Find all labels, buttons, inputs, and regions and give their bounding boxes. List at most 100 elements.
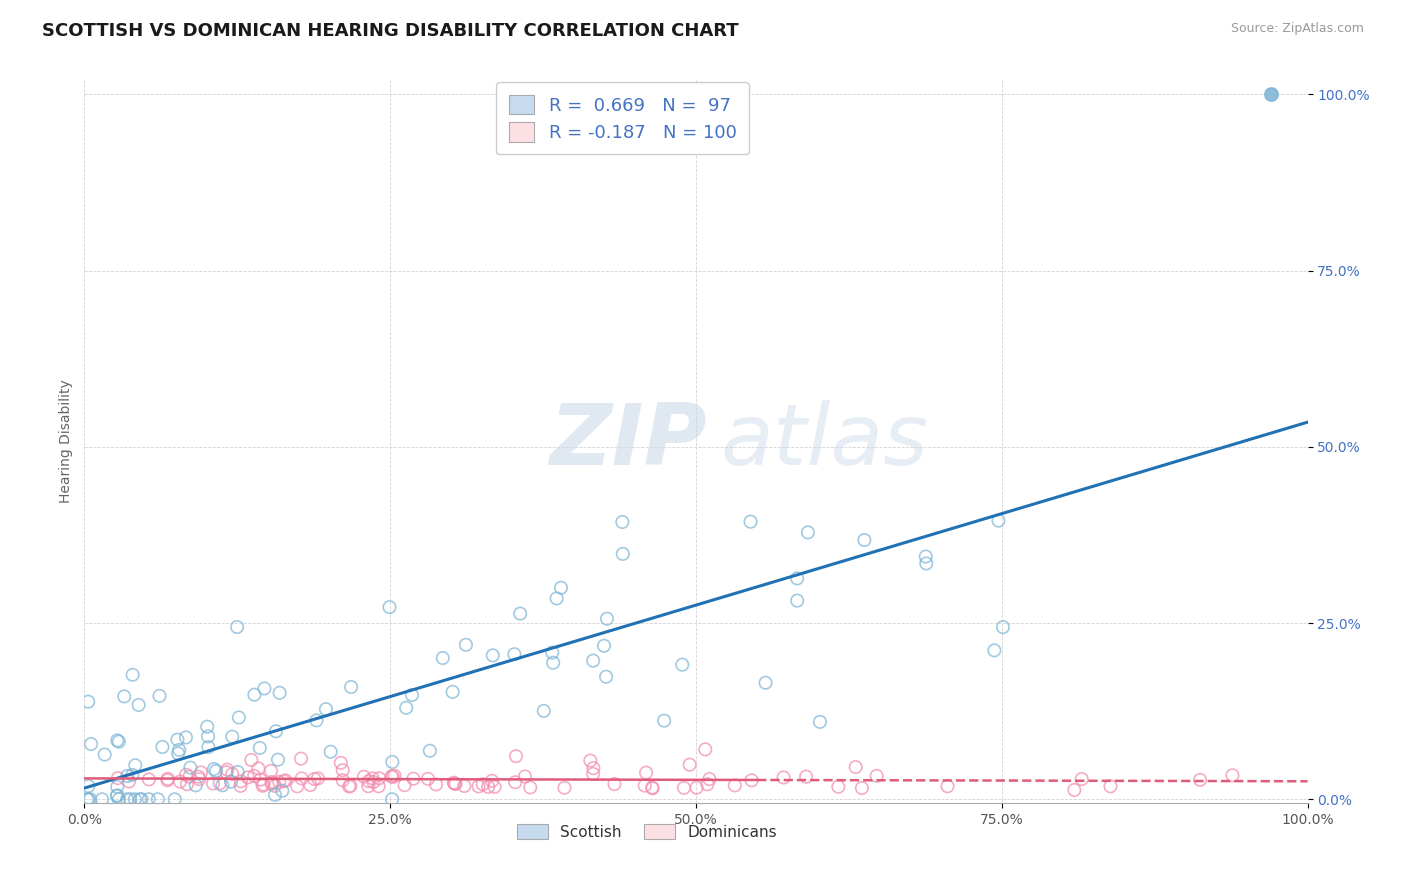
Point bbox=[1222, 768, 1244, 782]
Point bbox=[419, 744, 441, 758]
Point bbox=[381, 770, 404, 784]
Point bbox=[983, 643, 1005, 657]
Point bbox=[503, 775, 526, 789]
Point bbox=[217, 763, 239, 777]
Point bbox=[229, 774, 252, 789]
Point bbox=[79, 792, 101, 806]
Point bbox=[481, 773, 503, 788]
Point bbox=[367, 779, 389, 793]
Point bbox=[380, 769, 402, 783]
Point bbox=[215, 765, 238, 780]
Point bbox=[229, 779, 252, 793]
Point bbox=[236, 771, 259, 785]
Point bbox=[582, 767, 605, 781]
Point bbox=[202, 762, 225, 776]
Point bbox=[249, 741, 271, 756]
Point bbox=[741, 773, 763, 788]
Point bbox=[786, 571, 808, 585]
Point bbox=[264, 724, 287, 739]
Point bbox=[363, 775, 385, 789]
Point bbox=[353, 770, 375, 784]
Point bbox=[357, 779, 380, 793]
Point bbox=[593, 639, 616, 653]
Legend: Scottish, Dominicans: Scottish, Dominicans bbox=[512, 818, 783, 846]
Point bbox=[121, 668, 143, 682]
Point bbox=[467, 780, 489, 794]
Point bbox=[105, 733, 128, 747]
Point bbox=[269, 775, 291, 789]
Point bbox=[190, 765, 212, 780]
Point bbox=[361, 772, 384, 786]
Point bbox=[579, 754, 602, 768]
Point bbox=[755, 675, 778, 690]
Point bbox=[156, 772, 179, 786]
Point bbox=[541, 656, 564, 670]
Point bbox=[652, 714, 675, 728]
Point bbox=[156, 773, 179, 788]
Point bbox=[441, 685, 464, 699]
Point bbox=[271, 784, 294, 798]
Point bbox=[337, 780, 360, 794]
Point bbox=[197, 740, 219, 755]
Point bbox=[786, 593, 808, 607]
Point bbox=[247, 761, 270, 775]
Point bbox=[131, 792, 153, 806]
Point bbox=[285, 779, 308, 793]
Point bbox=[166, 732, 188, 747]
Point bbox=[108, 734, 131, 748]
Point bbox=[80, 737, 103, 751]
Point bbox=[991, 620, 1014, 634]
Point bbox=[797, 525, 820, 540]
Point bbox=[671, 657, 693, 672]
Point bbox=[304, 772, 326, 786]
Point bbox=[128, 698, 150, 712]
Point bbox=[184, 778, 207, 792]
Text: ZIP: ZIP bbox=[550, 400, 707, 483]
Point bbox=[243, 688, 266, 702]
Point bbox=[121, 768, 143, 782]
Point bbox=[505, 749, 527, 764]
Point bbox=[179, 761, 201, 775]
Point bbox=[260, 777, 283, 791]
Point bbox=[740, 515, 762, 529]
Point bbox=[174, 768, 197, 782]
Point bbox=[425, 777, 447, 791]
Point bbox=[115, 769, 138, 783]
Point bbox=[105, 789, 128, 803]
Point bbox=[174, 731, 197, 745]
Point bbox=[394, 778, 416, 792]
Point bbox=[228, 710, 250, 724]
Point bbox=[163, 792, 186, 806]
Point bbox=[115, 792, 138, 806]
Point bbox=[118, 774, 141, 789]
Point bbox=[866, 769, 889, 783]
Point bbox=[263, 779, 285, 793]
Point bbox=[381, 755, 404, 769]
Point bbox=[484, 780, 506, 794]
Point bbox=[274, 773, 297, 788]
Point bbox=[678, 757, 700, 772]
Point bbox=[107, 771, 129, 785]
Point bbox=[519, 780, 541, 795]
Point bbox=[1099, 780, 1122, 794]
Point bbox=[112, 690, 135, 704]
Point bbox=[1063, 783, 1085, 797]
Point bbox=[148, 689, 170, 703]
Point bbox=[685, 780, 707, 795]
Point bbox=[205, 764, 228, 778]
Point bbox=[696, 777, 718, 791]
Point bbox=[76, 792, 98, 806]
Point bbox=[219, 774, 242, 789]
Point bbox=[378, 600, 401, 615]
Point bbox=[432, 651, 454, 665]
Point bbox=[443, 775, 465, 789]
Point bbox=[595, 670, 617, 684]
Point bbox=[384, 769, 406, 783]
Point bbox=[211, 778, 233, 792]
Y-axis label: Hearing Disability: Hearing Disability bbox=[59, 380, 73, 503]
Point bbox=[221, 730, 243, 744]
Point bbox=[226, 620, 249, 634]
Point bbox=[513, 769, 536, 783]
Point bbox=[329, 756, 352, 770]
Point bbox=[634, 779, 657, 793]
